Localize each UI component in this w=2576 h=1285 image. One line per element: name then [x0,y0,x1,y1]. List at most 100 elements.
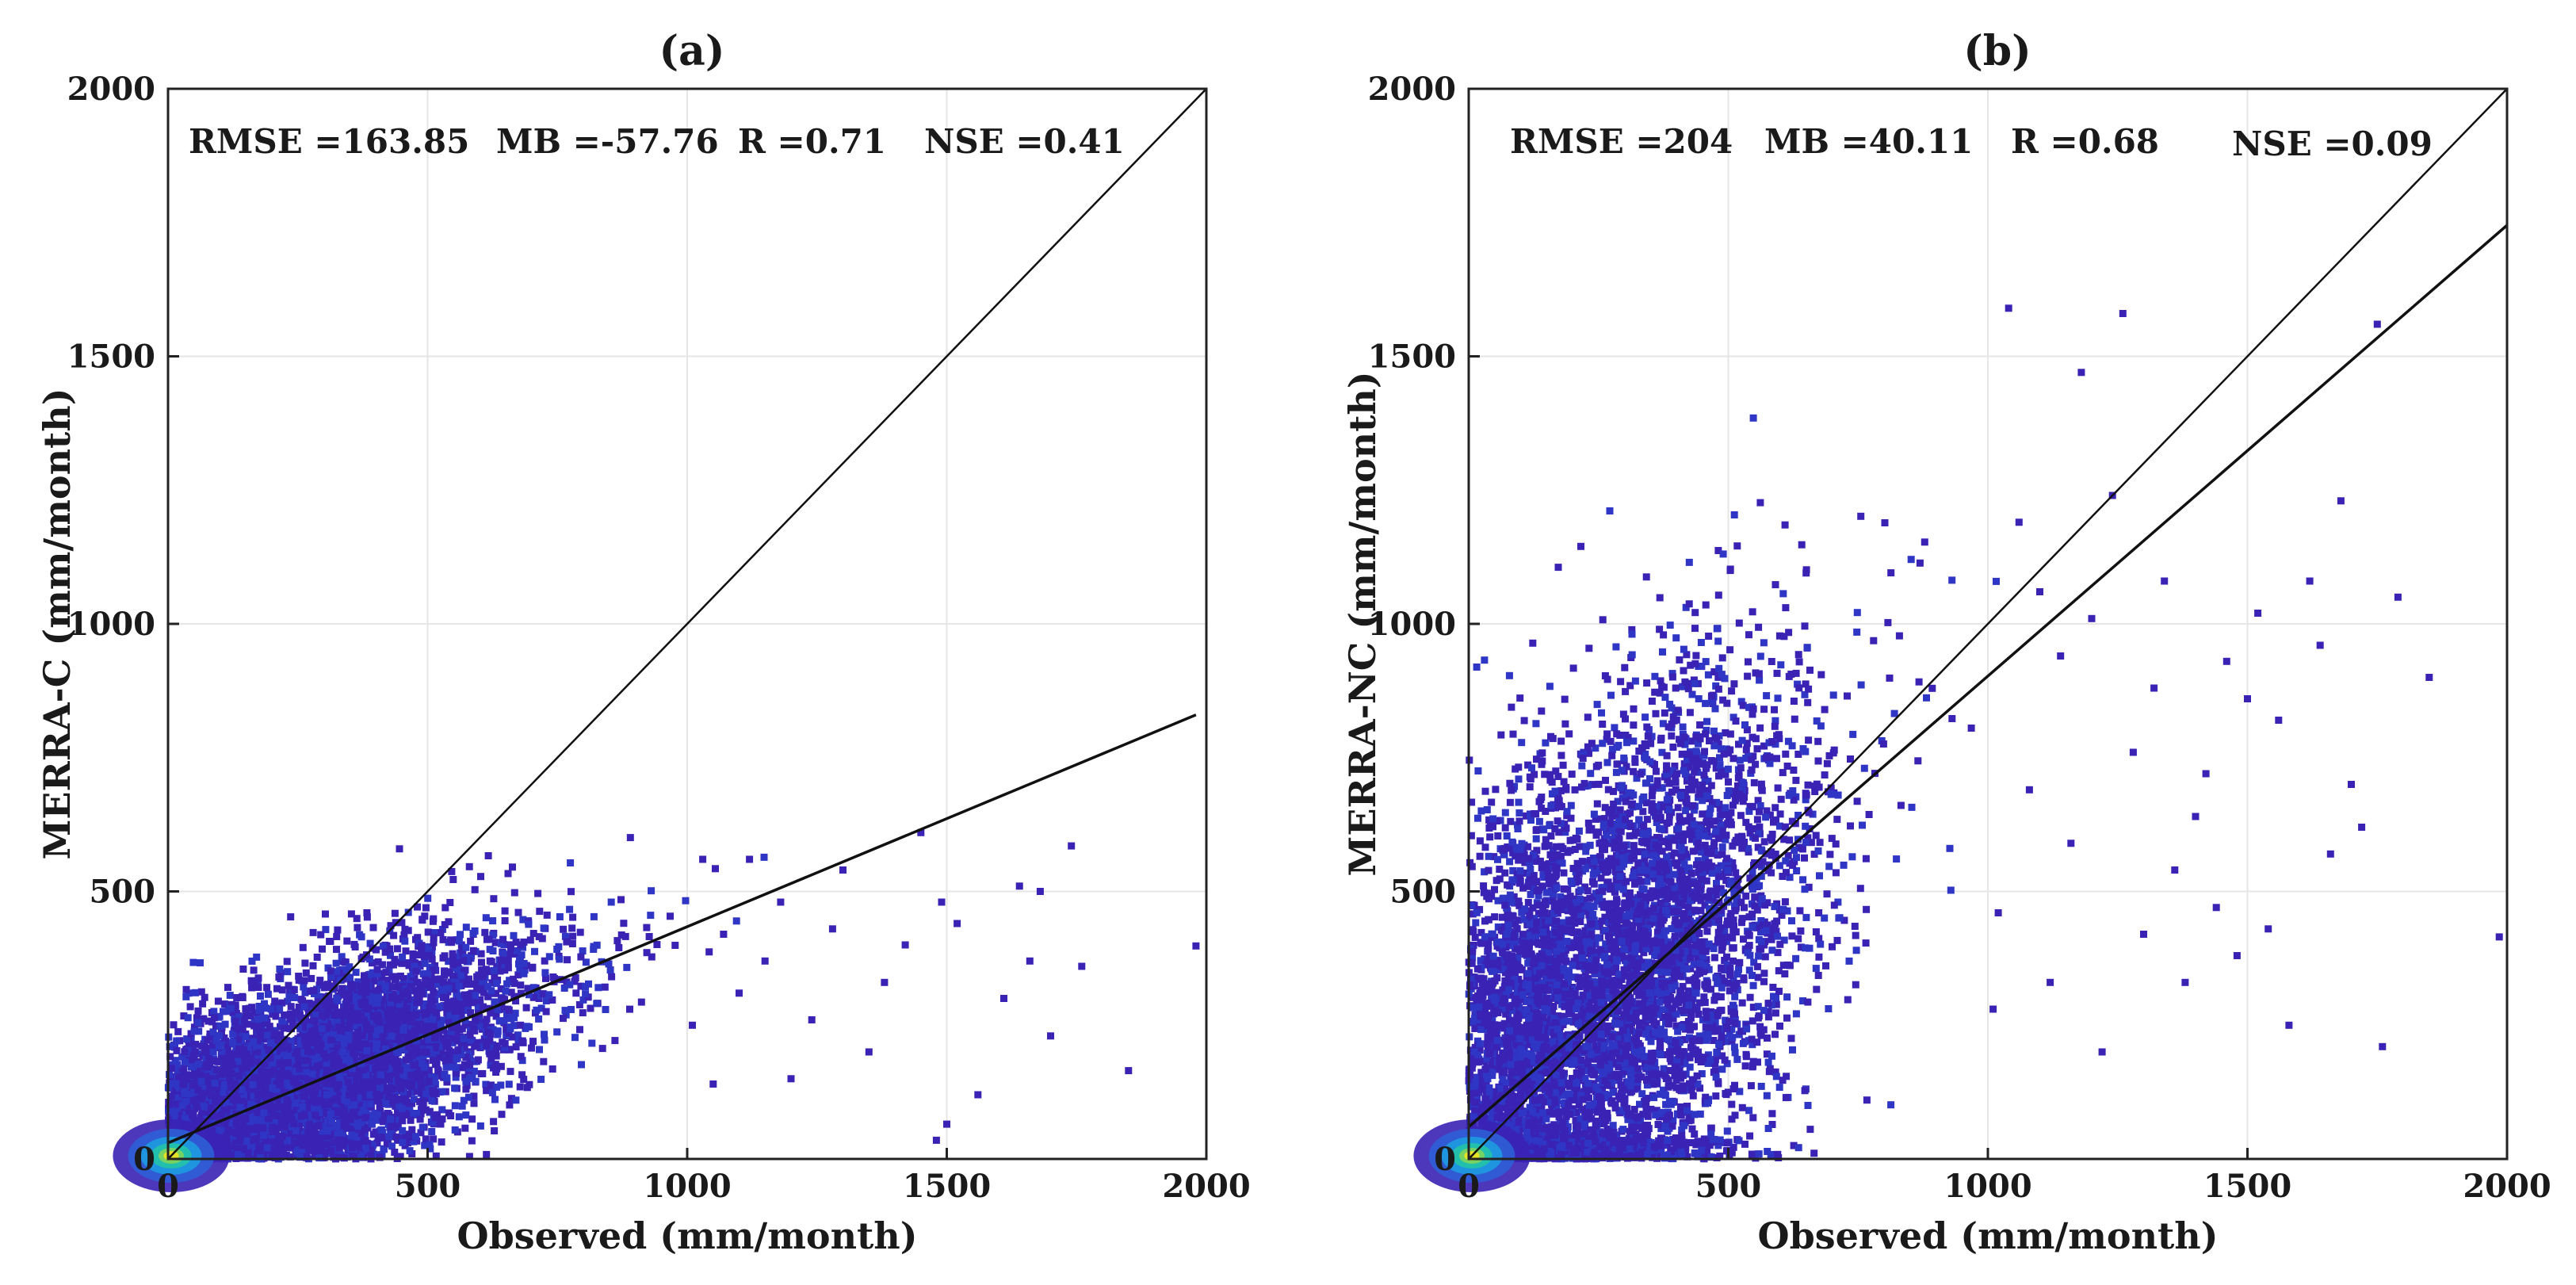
data-point [388,1123,395,1130]
data-point [187,1003,194,1010]
data-point [617,896,625,903]
data-point [266,1023,273,1030]
data-point [648,954,655,961]
data-point [257,992,264,1000]
data-point [327,1147,334,1154]
data-point [578,1061,585,1069]
data-point [510,976,517,983]
data-point [712,865,719,872]
data-point [517,1084,524,1091]
data-point [556,913,564,920]
data-point [471,1100,478,1107]
data-point [352,943,359,950]
data-point [419,1124,426,1131]
data-point [566,906,573,913]
data-point [499,1111,506,1118]
data-point [567,859,574,866]
data-point [343,938,350,945]
data-point [602,1006,610,1013]
data-point [587,1005,594,1012]
data-point [563,939,570,946]
data-point [275,973,282,981]
data-point [300,944,307,951]
data-point [421,912,428,920]
data-point [529,1038,537,1045]
data-point [516,957,523,964]
data-point [480,973,487,980]
data-point [478,959,485,966]
data-point [541,924,548,931]
data-point [519,1038,526,1045]
data-point [452,1126,459,1134]
data-point [445,918,453,925]
data-point [394,945,401,952]
data-point [568,888,575,895]
data-point [488,958,495,966]
data-point [509,863,516,870]
data-point [577,929,584,936]
data-point [183,1071,190,1078]
data-point [705,948,713,955]
data-point [440,954,447,962]
data-point [560,1015,567,1022]
data-point [479,1070,486,1077]
data-point [477,873,484,880]
data-point [543,1008,550,1015]
data-point [506,1101,513,1108]
data-point [374,966,381,973]
data-point [191,1080,198,1087]
data-point [620,920,627,927]
data-point [449,950,457,958]
data-point [368,1082,375,1089]
data-point [422,1090,430,1097]
data-point [322,911,329,918]
data-point [170,1021,178,1028]
data-point [571,1034,579,1041]
data-point [428,1128,435,1135]
data-point [549,1065,556,1073]
data-point [287,913,294,920]
data-point [477,1122,484,1130]
data-point [398,960,405,967]
data-point [507,1015,514,1022]
data-point [626,1006,633,1013]
data-point [300,984,307,991]
data-point [417,1115,424,1122]
data-point [185,1014,192,1021]
data-point [174,1047,181,1054]
data-point [502,917,509,924]
data-point [239,993,246,1000]
data-point [475,1057,482,1064]
data-point [410,950,417,958]
data-point [356,931,363,939]
data-point [468,1138,476,1145]
data-point [646,933,653,940]
data-point [192,1041,199,1048]
data-point [517,1022,524,1029]
data-point [310,962,317,969]
data-point [667,912,674,920]
data-point [528,1045,535,1052]
data-point [390,932,397,939]
data-point [503,981,510,988]
data-point [396,845,403,852]
data-point [383,1100,390,1107]
data-point [361,972,368,979]
data-point [648,887,655,894]
data-point [602,984,609,991]
data-point [531,948,538,955]
data-point [541,969,548,977]
data-point [261,1015,268,1022]
data-point [671,942,678,949]
data-point [376,1103,384,1111]
data-point [333,946,340,953]
data-point [166,1071,173,1078]
data-point [611,1037,618,1044]
data-point [239,966,247,973]
data-point [608,973,615,981]
data-point [647,912,654,919]
data-point [468,1115,476,1122]
data-point [197,959,204,966]
data-point [536,1046,543,1054]
data-point [472,927,479,935]
